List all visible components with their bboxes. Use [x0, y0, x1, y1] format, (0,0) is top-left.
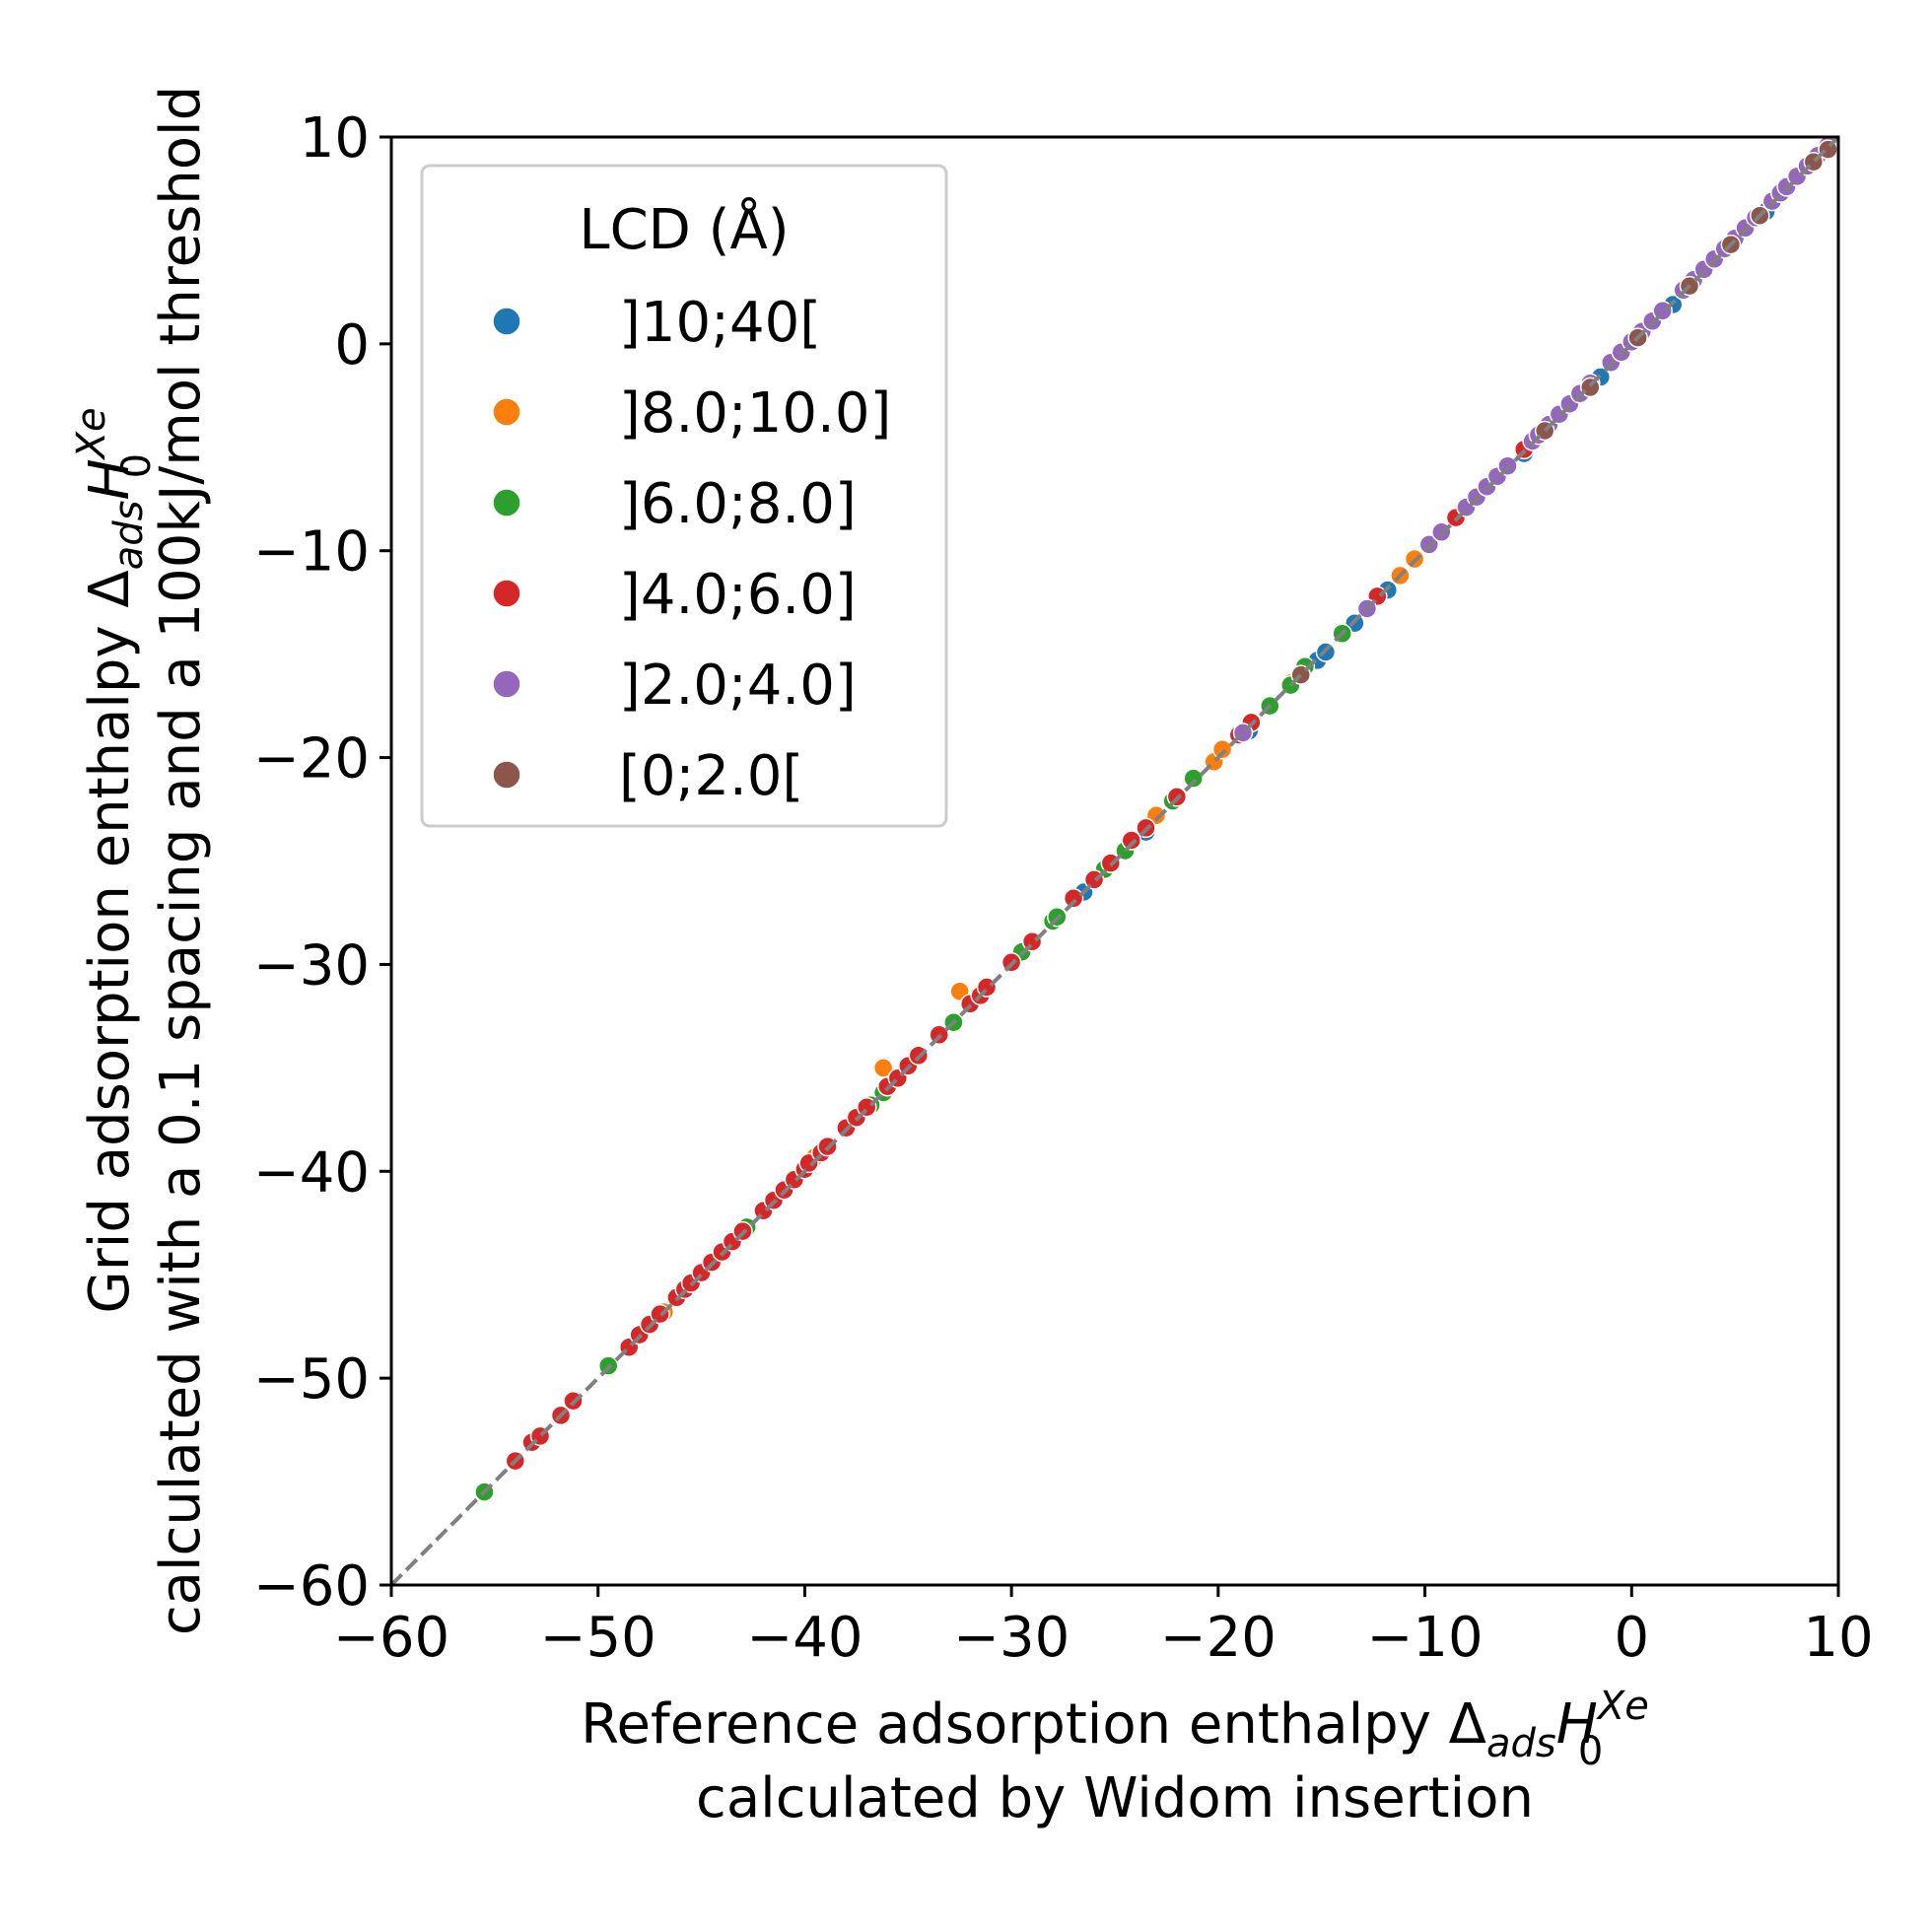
legend-label: [0;2.0[ — [619, 744, 803, 808]
x-tick-label: −10 — [1366, 1606, 1483, 1670]
x-tick-label: −20 — [1160, 1606, 1276, 1670]
legend-title: LCD (Å) — [579, 197, 789, 262]
x-tick-label: −50 — [540, 1606, 656, 1670]
x-tick-label: 10 — [1803, 1606, 1873, 1670]
legend-marker — [492, 760, 521, 790]
x-tick-label: −60 — [333, 1606, 449, 1670]
y-axis-label-line1: Grid adsorption enthalpy ΔadsHXe0 — [69, 407, 160, 1313]
data-point — [1211, 738, 1233, 760]
legend-label: ]6.0;8.0] — [619, 472, 857, 536]
reference-line — [389, 135, 1840, 1587]
legend-marker — [492, 579, 521, 608]
y-ticks: −60 −50 −40 −30 −20 −10 0 10 — [253, 106, 391, 1619]
y-tick-label: 0 — [334, 313, 370, 378]
legend-marker — [492, 488, 521, 518]
y-axis-label-h: H — [78, 458, 142, 500]
y-axis-label-sub: ads — [106, 501, 152, 571]
y-tick-label: −30 — [253, 933, 370, 998]
y-tick-label: −60 — [253, 1554, 370, 1619]
legend-entries: ]10;40[ ]8.0;10.0] ]6.0;8.0] ]4.0;6.0] ]2.0;… — [492, 291, 891, 808]
y-axis-label-h-sub: 0 — [114, 453, 160, 478]
data-point — [1063, 888, 1084, 909]
x-ticks: −60 −50 −40 −30 −20 −10 0 10 — [333, 1585, 1874, 1670]
x-axis-label-h-sub: 0 — [1578, 1729, 1603, 1774]
legend-label: ]2.0;4.0] — [619, 654, 857, 718]
data-point — [1183, 768, 1204, 789]
x-axis-label-line1: Reference adsorption enthalpy ΔadsHXe 0 — [581, 1684, 1649, 1774]
y-axis-label-line2: calculated with a 0.1 spacing and a 100k… — [149, 86, 213, 1635]
y-axis-label-sup: Xe — [69, 407, 114, 460]
legend-box — [420, 164, 948, 828]
legend-marker — [492, 397, 521, 427]
y-tick-label: −50 — [253, 1347, 370, 1412]
legend: LCD (Å) ]10;40[ ]8.0;10.0] ]6.0;8.0] ]4.0;6… — [420, 164, 948, 828]
x-tick-label: −40 — [746, 1606, 862, 1670]
x-tick-label: 0 — [1614, 1606, 1649, 1670]
x-axis-label-prefix: Reference adsorption enthalpy Δ — [581, 1692, 1486, 1757]
legend-marker — [492, 669, 521, 699]
plot-frame — [389, 135, 1840, 1587]
legend-label: ]8.0;10.0] — [619, 381, 891, 446]
y-tick-label: 10 — [300, 106, 370, 171]
x-axis-label-h: H — [1556, 1692, 1598, 1757]
y-tick-label: −20 — [253, 727, 370, 792]
data-point — [1121, 830, 1142, 851]
x-axis-label-sup: Xe — [1596, 1684, 1649, 1729]
y-axis-label: Grid adsorption enthalpy ΔadsHXe0 calcul… — [69, 86, 213, 1635]
legend-marker — [492, 307, 521, 336]
legend-label: ]10;40[ — [619, 291, 821, 355]
legend-label: ]4.0;6.0] — [619, 563, 857, 627]
legend-title-text: LCD (Å) — [579, 197, 789, 262]
y-tick-label: −40 — [253, 1140, 370, 1205]
x-axis-label-sub: ads — [1486, 1721, 1556, 1766]
reference-line-layer — [389, 135, 1840, 1587]
y-axis-label-prefix: Grid adsorption enthalpy Δ — [78, 570, 142, 1313]
x-axis-label-line2: calculated by Widom insertion — [696, 1766, 1534, 1830]
y-tick-label: −10 — [253, 520, 370, 585]
x-tick-label: −30 — [953, 1606, 1070, 1670]
